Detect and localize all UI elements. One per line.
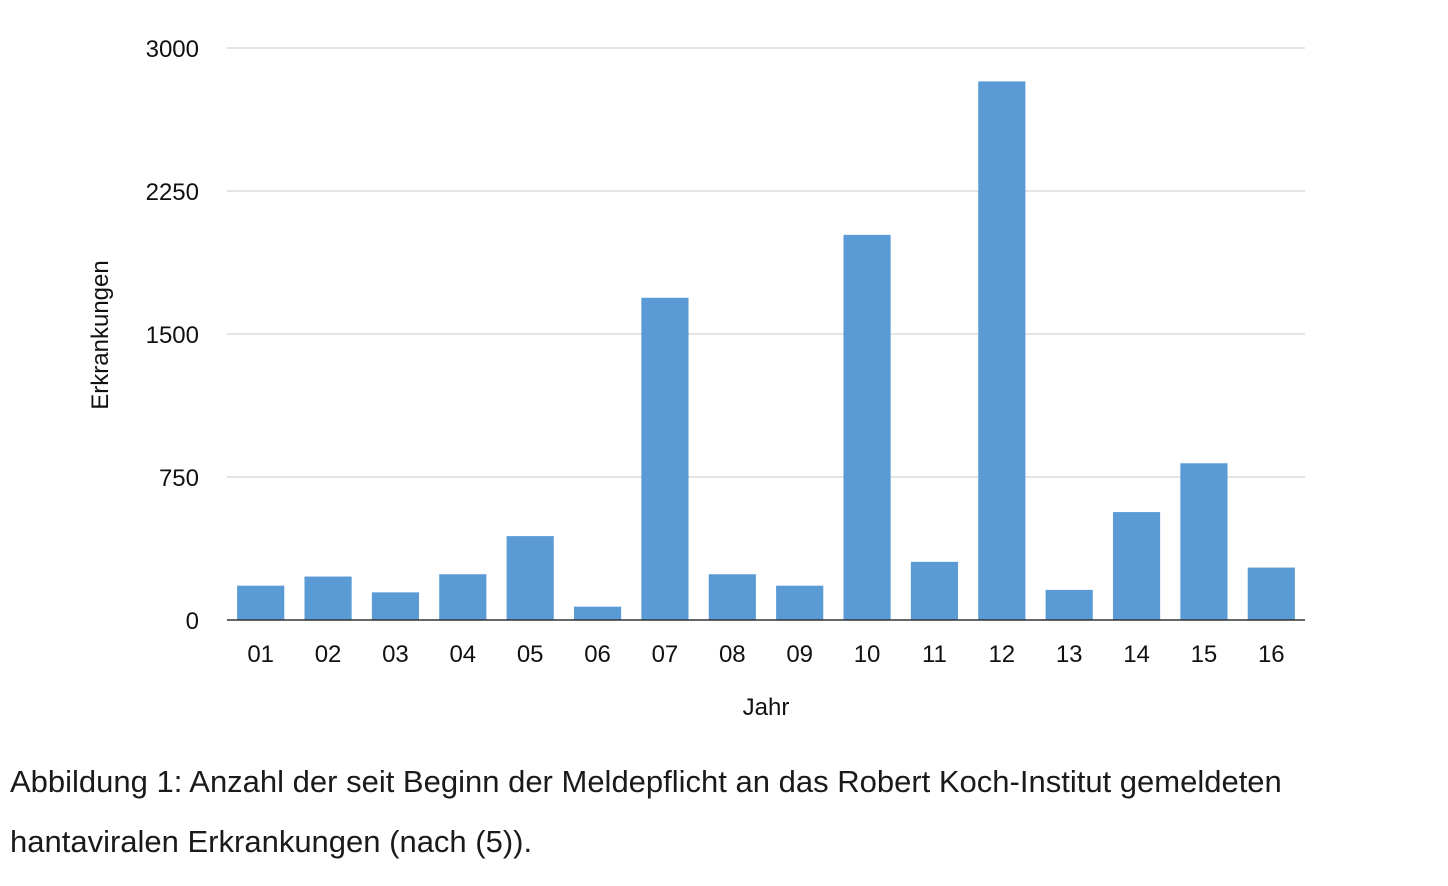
- x-tick-label: 16: [1258, 641, 1285, 668]
- x-tick-label: 07: [652, 641, 679, 668]
- bar-06: [573, 606, 622, 620]
- bar-14: [1112, 512, 1161, 620]
- x-tick-label: 05: [517, 641, 544, 668]
- bar-16: [1247, 567, 1295, 620]
- x-tick-label: 02: [315, 641, 342, 668]
- x-tick-label: 06: [584, 641, 611, 668]
- y-tick-label: 2250: [146, 179, 199, 206]
- x-tick-label: 10: [854, 641, 881, 668]
- x-axis-title: Jahr: [743, 694, 790, 721]
- bar-08: [708, 574, 756, 620]
- bar-07: [641, 297, 689, 620]
- x-tick-label: 09: [786, 641, 813, 668]
- bar-02: [304, 576, 352, 620]
- bar-05: [506, 536, 554, 620]
- y-tick-labels: 0 750 1500 2250 3000: [146, 36, 199, 635]
- x-tick-labels: 01 02 03 04 05 06 07 08 09 10 11 12 13 14 15 16: [247, 641, 1284, 668]
- x-tick-label: 08: [719, 641, 746, 668]
- bar-04: [439, 574, 487, 620]
- x-tick-label: 04: [449, 641, 476, 668]
- gridlines: [227, 47, 1305, 478]
- figure-caption: Abbildung 1: Anzahl der seit Beginn der …: [10, 764, 1282, 859]
- y-axis-title: Erkrankungen: [87, 260, 114, 409]
- bar-01: [237, 585, 285, 620]
- bar-03: [371, 592, 420, 620]
- x-tick-label: 15: [1191, 641, 1218, 668]
- bar-15: [1180, 463, 1228, 620]
- x-tick-label: 03: [382, 641, 409, 668]
- y-tick-label: 750: [159, 465, 199, 492]
- bar-10: [843, 234, 891, 620]
- x-tick-label: 13: [1056, 641, 1083, 668]
- y-tick-label: 0: [186, 608, 199, 635]
- x-tick-label: 12: [988, 641, 1015, 668]
- x-tick-label: 01: [247, 641, 274, 668]
- bar-13: [1045, 589, 1093, 620]
- bars: [237, 81, 1295, 620]
- y-tick-label: 1500: [146, 322, 199, 349]
- bar-11: [910, 561, 959, 620]
- y-tick-label: 3000: [146, 36, 199, 63]
- x-tick-label: 14: [1123, 641, 1150, 668]
- bar-09: [776, 585, 824, 620]
- x-tick-label: 11: [922, 641, 947, 668]
- bar-chart: 0 750 1500 2250 3000 01 02 03 04 05 06 07 08 09 10 11 1…: [87, 36, 1305, 721]
- bar-12: [978, 81, 1026, 620]
